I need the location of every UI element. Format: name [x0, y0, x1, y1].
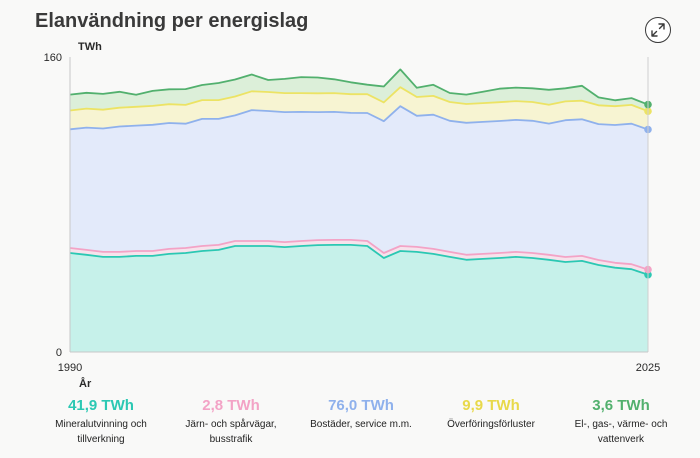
area-series-3 — [70, 87, 648, 130]
x-axis-label: År — [79, 377, 92, 390]
line-series-1 — [69, 238, 649, 271]
legend-value: 9,9 TWh — [462, 397, 520, 414]
legend-label-line2: busstrafik — [209, 434, 253, 445]
legend-label-line1: Mineralutvinning och — [55, 419, 147, 430]
area-series-1 — [70, 239, 648, 275]
legend-label-line2: vattenverk — [597, 434, 645, 445]
line-series-0 — [69, 243, 649, 276]
line-series-2 — [69, 105, 649, 131]
expand-button[interactable] — [645, 17, 671, 43]
legend-label-line1: Bostäder, service m.m. — [310, 419, 412, 430]
legend-label-line1: El-, gas-, värme- och — [574, 419, 668, 430]
legend-item-losses[interactable]: 9,9 TWh Överföringsförluster — [426, 396, 556, 431]
y-axis-label: TWh — [78, 41, 102, 53]
area-series-0 — [70, 244, 648, 352]
y-tick-label-max: 160 — [44, 52, 62, 64]
page-title: Elanvändning per energislag — [35, 10, 309, 32]
legend-item-utilities[interactable]: 3,6 TWh El-, gas-, värme- och vattenverk — [556, 396, 686, 446]
legend-label-line1: Järn- och spårvägar, — [185, 419, 277, 430]
legend-value: 2,8 TWh — [202, 397, 260, 414]
x-tick-label-start: 1990 — [58, 362, 82, 374]
x-tick-label-end: 2025 — [636, 362, 660, 374]
area-series-4 — [70, 69, 648, 112]
legend: 41,9 TWh Mineralutvinning och tillverkni… — [36, 396, 686, 452]
legend-value: 41,9 TWh — [68, 397, 134, 414]
legend-item-housing[interactable]: 76,0 TWh Bostäder, service m.m. — [296, 396, 426, 431]
y-tick-label-min: 0 — [56, 347, 62, 359]
line-series-4 — [69, 68, 649, 106]
legend-value: 3,6 TWh — [592, 397, 650, 414]
legend-item-rail[interactable]: 2,8 TWh Järn- och spårvägar, busstrafik — [166, 396, 296, 446]
stacked-area-chart: TWh 160 0 1990 2025 År — [44, 41, 661, 390]
legend-item-mineral[interactable]: 41,9 TWh Mineralutvinning och tillverkni… — [36, 396, 166, 446]
area-series-2 — [70, 106, 648, 270]
line-series-3 — [69, 86, 649, 113]
legend-value: 76,0 TWh — [328, 397, 394, 414]
expand-arrows-icon — [651, 23, 665, 37]
legend-label-line1: Överföringsförluster — [447, 419, 535, 430]
legend-label-line2: tillverkning — [77, 434, 125, 445]
